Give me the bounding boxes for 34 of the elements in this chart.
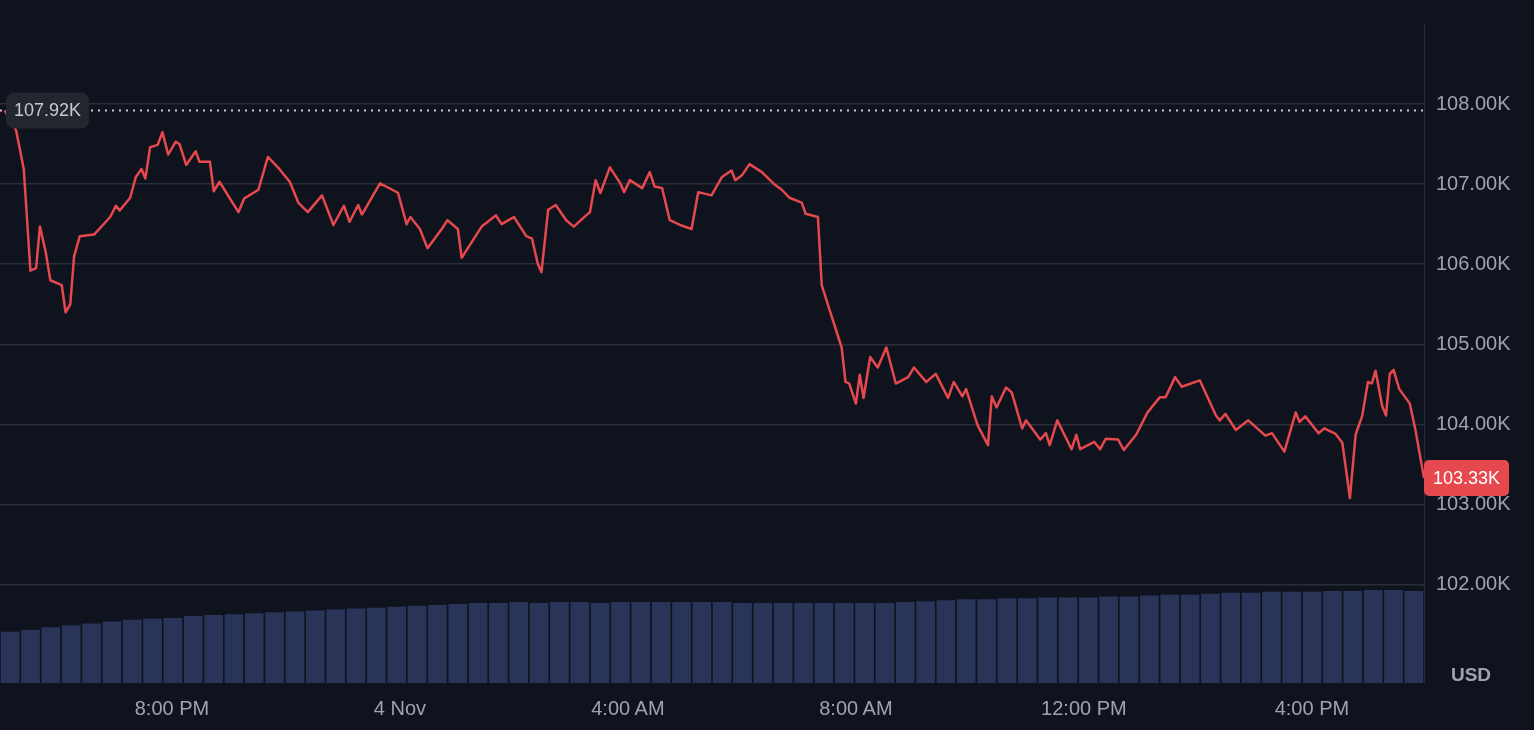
x-tick-label: 8:00 AM <box>819 696 893 719</box>
bar <box>224 614 244 683</box>
y-tick-label: 103.00K <box>1436 491 1512 514</box>
x-tick-label: 4:00 AM <box>591 696 665 719</box>
bar <box>529 603 549 683</box>
bar <box>407 605 427 683</box>
bar <box>1241 592 1261 683</box>
bar <box>163 617 183 683</box>
y-tick-label: 107.00K <box>1436 171 1512 194</box>
ref-line-label: 107.92K <box>14 100 82 121</box>
y-axis-title: USD <box>1450 664 1492 686</box>
bar <box>590 603 610 683</box>
y-tick-label: 105.00K <box>1436 331 1512 354</box>
annotation: 103.33K <box>1433 467 1501 488</box>
bar <box>1119 596 1139 683</box>
x-tick-label: 4 Nov <box>373 696 427 719</box>
x-tick-label: 12:00 PM <box>1041 696 1127 719</box>
x-tick-label: 8:00 PM <box>134 696 210 719</box>
x-tick-label: 4:00 PM <box>1274 696 1350 719</box>
bar <box>1180 594 1200 683</box>
y-tick-label: 108.00K <box>1436 91 1512 114</box>
bar <box>102 621 122 683</box>
y-tick-label: 106.00K <box>1436 251 1512 274</box>
bar <box>875 603 895 683</box>
bar <box>936 600 956 683</box>
bar <box>1058 597 1078 683</box>
bar <box>285 611 305 683</box>
y-tick-label: 104.00K <box>1436 411 1512 434</box>
bar <box>468 603 488 683</box>
bar <box>814 603 834 683</box>
y-tick-label: 102.00K <box>1436 572 1512 595</box>
bar <box>997 598 1017 683</box>
bar <box>1302 591 1322 683</box>
bar <box>346 608 366 683</box>
